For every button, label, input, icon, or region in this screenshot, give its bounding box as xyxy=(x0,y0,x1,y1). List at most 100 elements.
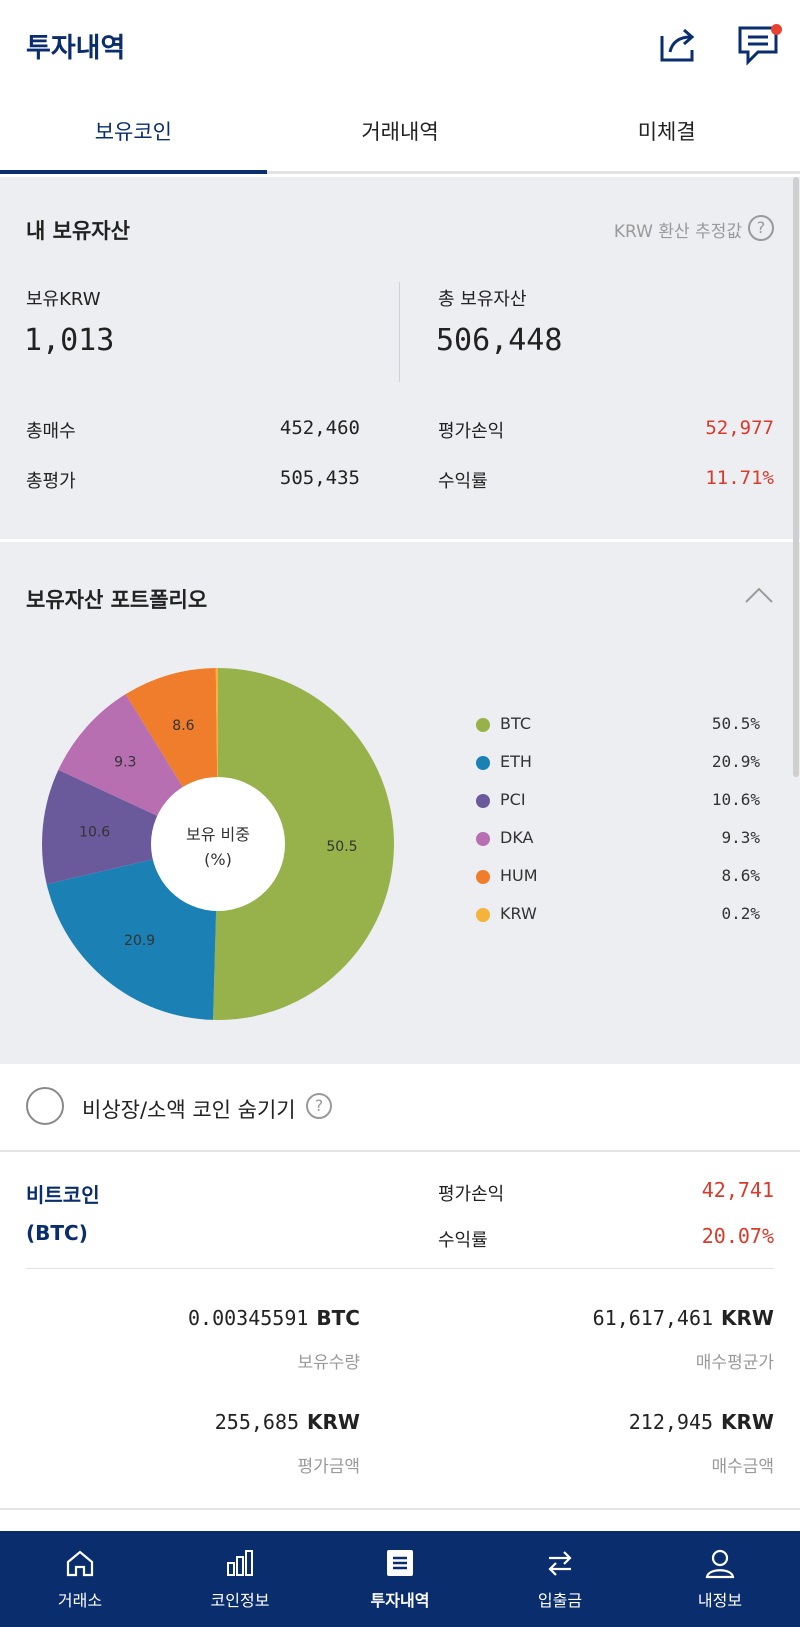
tab-pending[interactable]: 미체결 xyxy=(637,119,696,144)
bottom-nav: 거래소 코인정보 투자내역 입출금 내정보 xyxy=(0,1531,800,1627)
avg-buy-price-unit: KRW xyxy=(721,1306,774,1330)
coin-card-btc[interactable]: 비트코인 (BTC) 평가손익 42,741 수익률 20.07% 0.0034… xyxy=(0,1152,800,1530)
legend-item-pci: PCI 10.6% xyxy=(476,788,776,826)
buy-amount-label: 매수금액 xyxy=(711,1457,774,1477)
section-divider xyxy=(0,539,800,542)
total-buy-value: 452,460 xyxy=(279,417,360,439)
legend-item-dka: DKA 9.3% xyxy=(476,826,776,864)
home-icon xyxy=(66,1550,94,1577)
buy-amount-number: 212,945 xyxy=(628,1410,714,1434)
portfolio-section: 보유자산 포트폴리오 50.5 20.9 10.6 9.3 8.6 보유 비중 (%) … xyxy=(0,542,800,1064)
avg-buy-price-value: 61,617,461 KRW xyxy=(593,1306,774,1330)
nav-investments[interactable]: 투자내역 xyxy=(320,1531,480,1627)
legend-item-eth: ETH 20.9% xyxy=(476,750,776,788)
total-eval-label: 총평가 xyxy=(26,471,76,492)
holding-qty-number: 0.00345591 xyxy=(188,1306,309,1330)
legend-label: HUM xyxy=(500,866,538,885)
total-buy-label: 총매수 xyxy=(26,421,76,442)
eval-amount-label: 평가금액 xyxy=(297,1457,360,1477)
eval-amount-value: 255,685 KRW xyxy=(215,1410,360,1434)
buy-amount-value: 212,945 KRW xyxy=(629,1410,774,1434)
nav-my-info[interactable]: 내정보 xyxy=(640,1531,800,1627)
legend-value: 10.6% xyxy=(711,790,760,809)
pie-label-hum: 8.6 xyxy=(172,718,194,734)
pie-label-eth: 20.9 xyxy=(124,933,155,949)
legend-swatch xyxy=(476,718,490,732)
coin-symbol: (BTC) xyxy=(26,1221,88,1245)
legend-swatch xyxy=(476,756,490,770)
krw-label: 보유KRW xyxy=(26,289,101,310)
legend-swatch xyxy=(476,908,490,922)
legend-value: 9.3% xyxy=(721,828,760,847)
help-icon[interactable]: ? xyxy=(306,1093,332,1119)
total-eval-value: 505,435 xyxy=(279,467,360,489)
nav-label: 코인정보 xyxy=(210,1591,270,1610)
coin-name: 비트코인 (BTC) xyxy=(26,1176,100,1252)
legend-swatch xyxy=(476,794,490,808)
buy-amount-unit: KRW xyxy=(721,1410,774,1434)
krw-estimate-note: KRW 환산 추정값 xyxy=(613,222,742,242)
legend-label: ETH xyxy=(500,752,532,771)
divider xyxy=(0,1508,800,1510)
return-rate-value: 11.71% xyxy=(705,467,774,489)
section-title: 보유자산 포트폴리오 xyxy=(26,588,208,612)
legend-swatch xyxy=(476,832,490,846)
list-icon xyxy=(387,1550,413,1576)
total-assets-value: 506,448 xyxy=(436,323,563,358)
legend-item-hum: HUM 8.6% xyxy=(476,864,776,902)
legend-label: KRW xyxy=(500,904,537,923)
tab-history[interactable]: 거래내역 xyxy=(361,119,439,144)
page-title: 투자내역 xyxy=(26,33,126,64)
total-assets-label: 총 보유자산 xyxy=(438,289,527,310)
tab-bar: 보유코인 거래내역 미체결 xyxy=(0,90,800,174)
chart-legend: BTC 50.5% ETH 20.9% PCI 10.6% DKA 9.3% HUM 8.6% KR… xyxy=(476,712,776,940)
coin-rate-label: 수익률 xyxy=(438,1230,488,1251)
eval-amount-unit: KRW xyxy=(307,1410,360,1434)
avg-buy-price-number: 61,617,461 xyxy=(592,1306,714,1330)
section-title: 내 보유자산 xyxy=(26,219,130,243)
pie-slice-pci xyxy=(41,769,218,885)
donut-hole xyxy=(151,777,285,911)
nav-deposit-withdraw[interactable]: 입출금 xyxy=(480,1531,640,1627)
legend-value: 50.5% xyxy=(711,714,760,733)
chevron-up-icon[interactable] xyxy=(744,586,774,604)
krw-value: 1,013 xyxy=(24,323,115,358)
portfolio-donut-chart: 50.5 20.9 10.6 9.3 8.6 보유 비중 (%) xyxy=(41,668,394,1020)
pie-label-pci: 10.6 xyxy=(79,824,110,840)
coin-name-ko: 비트코인 xyxy=(26,1183,100,1207)
hide-small-coins-row[interactable]: 비상장/소액 코인 숨기기 ? xyxy=(0,1064,800,1152)
legend-swatch xyxy=(476,870,490,884)
coin-rate-value: 20.07% xyxy=(701,1224,774,1248)
transfer-icon xyxy=(548,1551,572,1576)
nav-exchange[interactable]: 거래소 xyxy=(0,1531,160,1627)
legend-item-krw: KRW 0.2% xyxy=(476,902,776,940)
help-icon[interactable]: ? xyxy=(748,215,774,241)
legend-item-btc: BTC 50.5% xyxy=(476,712,776,750)
bar-chart-icon xyxy=(227,1550,253,1576)
legend-label: DKA xyxy=(500,828,534,847)
pie-slice-btc xyxy=(213,668,394,1020)
hide-coins-label: 비상장/소액 코인 숨기기 xyxy=(82,1098,296,1122)
share-icon[interactable] xyxy=(656,22,700,66)
coin-pnl-value: 42,741 xyxy=(701,1178,774,1202)
holding-qty-label: 보유수량 xyxy=(297,1353,360,1373)
scrollbar[interactable] xyxy=(793,177,799,777)
legend-label: PCI xyxy=(500,790,526,809)
tab-holdings[interactable]: 보유코인 xyxy=(0,90,267,174)
eval-amount-number: 255,685 xyxy=(214,1410,300,1434)
my-assets-section: 내 보유자산 KRW 환산 추정값 ? 보유KRW 1,013 총 보유자산 5… xyxy=(0,177,800,539)
coin-pnl-label: 평가손익 xyxy=(438,1184,505,1205)
holding-qty-value: 0.00345591 BTC xyxy=(188,1306,360,1330)
legend-value: 20.9% xyxy=(711,752,760,771)
legend-value: 8.6% xyxy=(721,866,760,885)
nav-coin-info[interactable]: 코인정보 xyxy=(160,1531,320,1627)
avg-buy-price-label: 매수평균가 xyxy=(695,1353,774,1373)
donut-center-label: 보유 비중 xyxy=(186,825,250,844)
nav-label: 입출금 xyxy=(537,1591,583,1610)
legend-label: BTC xyxy=(500,714,531,733)
app-header: 투자내역 xyxy=(0,0,800,90)
holding-qty-unit: BTC xyxy=(316,1306,360,1330)
donut-center-unit: (%) xyxy=(204,850,232,869)
hide-coins-radio[interactable] xyxy=(26,1087,64,1125)
pie-label-btc: 50.5 xyxy=(326,839,357,855)
